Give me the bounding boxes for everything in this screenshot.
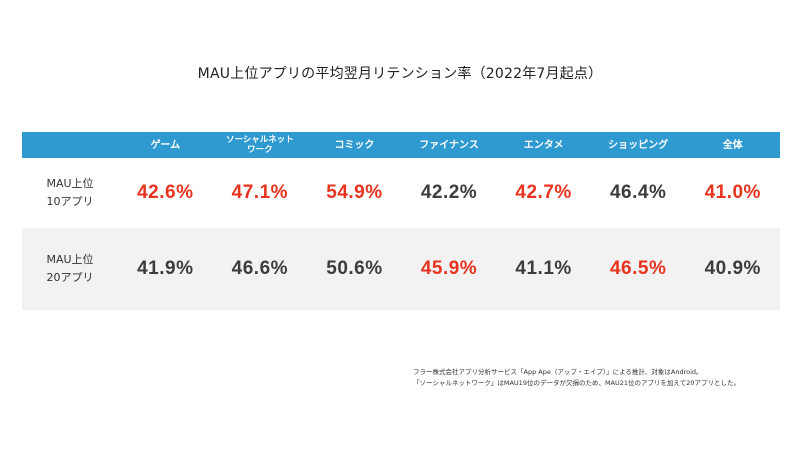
value-cell: 41.0% — [704, 182, 761, 203]
chart-title: MAU上位アプリの平均翌月リテンション率（2022年7月起点） — [197, 66, 603, 82]
value-cell: 41.1% — [515, 258, 572, 279]
value-cell: 41.9% — [137, 258, 194, 279]
footnotes: フラー株式会社アプリ分析サービス「App Ape（アップ・エイプ）」による推計、… — [413, 367, 740, 389]
column-header: ソーシャルネット ワーク — [225, 135, 294, 155]
value-cell: 46.5% — [609, 258, 667, 279]
table-row: MAU上位 10アプリ 42.6% 47.1% 54.9% 42.2% 42.7… — [22, 158, 780, 228]
row-label: MAU上位 10アプリ — [46, 177, 94, 208]
value-cell: 54.9% — [326, 182, 383, 203]
column-header: ショッピング — [608, 139, 669, 151]
footnote: 「ソーシャルネットワーク」はMAU19位のデータが欠損のため、MAU21位のアプ… — [413, 379, 740, 387]
header-corner — [22, 132, 118, 158]
column-header: エンタメ — [523, 139, 564, 151]
value-cell: 40.9% — [704, 258, 761, 279]
table-row: MAU上位 20アプリ 41.9% 46.6% 50.6% 45.9% 41.1… — [22, 228, 780, 310]
column-header: ファイナンス — [419, 139, 479, 151]
value-cell: 47.1% — [231, 182, 289, 203]
value-cell: 42.2% — [420, 182, 478, 203]
value-cell: 45.9% — [420, 258, 478, 279]
value-cell: 42.7% — [515, 182, 572, 203]
row-label: MAU上位 20アプリ — [46, 253, 94, 284]
column-header: コミック — [334, 139, 375, 151]
column-header: 全体 — [722, 139, 743, 151]
table-header-row: ゲーム ソーシャルネット ワーク コミック ファイナンス エンタメ ショッピング… — [22, 132, 780, 158]
retention-table: ゲーム ソーシャルネット ワーク コミック ファイナンス エンタメ ショッピング… — [22, 132, 780, 310]
value-cell: 46.4% — [609, 182, 667, 203]
value-cell: 46.6% — [231, 258, 289, 279]
value-cell: 42.6% — [137, 182, 194, 203]
value-cell: 50.6% — [326, 258, 383, 279]
footnote: フラー株式会社アプリ分析サービス「App Ape（アップ・エイプ）」による推計、… — [413, 368, 703, 376]
column-header: ゲーム — [150, 139, 181, 151]
